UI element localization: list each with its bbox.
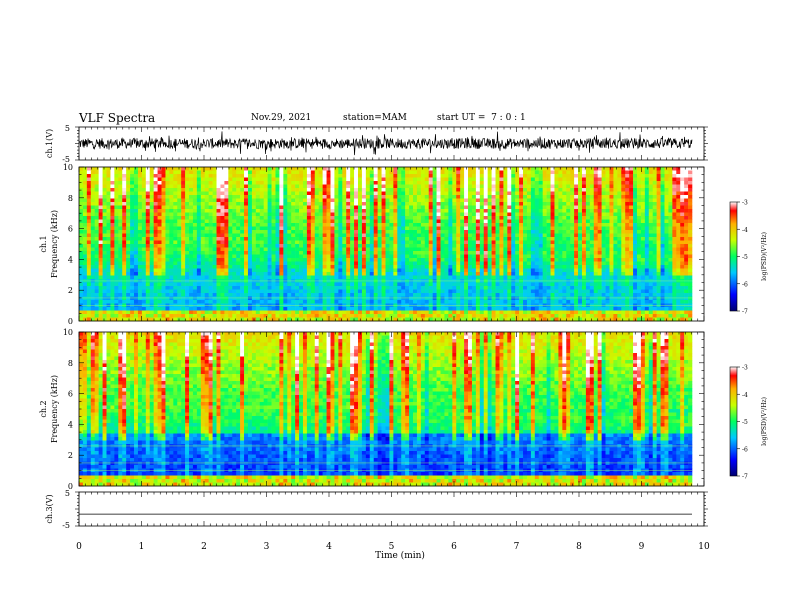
- y-tick-label: 0: [68, 317, 73, 326]
- x-tick-label: 1: [139, 542, 145, 552]
- colorbar-tick-label: -7: [742, 309, 748, 316]
- y-tick-label: 5: [65, 124, 70, 133]
- y-axis-label-channel: ch.1: [39, 235, 48, 252]
- colorbar-tick-label: -6: [742, 446, 748, 453]
- colorbar-tick-label: -3: [742, 365, 748, 372]
- x-tick-label: 7: [514, 542, 520, 552]
- station-label: station=MAM: [343, 113, 407, 123]
- ch2-spectrogram-panel: [78, 331, 705, 487]
- colorbar-tick-label: -4: [742, 227, 748, 234]
- y-tick-label: 8: [68, 359, 73, 368]
- y-tick-label: 10: [63, 163, 73, 172]
- x-tick-label: 10: [698, 542, 710, 552]
- ch1-waveform-line: [78, 131, 693, 156]
- x-axis-label: Time (min): [375, 550, 425, 561]
- x-tick-label: 6: [451, 542, 457, 552]
- y-tick-label: 5: [65, 489, 70, 498]
- y-tick-label: -5: [62, 521, 70, 530]
- colorbar-tick-label: -5: [742, 419, 748, 426]
- start-time-label: start UT = 7 : 0 : 1: [437, 113, 526, 123]
- x-tick-label: 2: [201, 542, 207, 552]
- x-tick-label: 8: [576, 542, 582, 552]
- ch1-spectrogram-panel: [78, 166, 705, 322]
- x-tick-label: 5: [389, 542, 395, 552]
- y-axis-label-frequency: Frequency (kHz): [50, 210, 59, 278]
- colorbar-tick-label: -4: [742, 392, 748, 399]
- y-tick-label: 4: [68, 255, 73, 264]
- colorbar-tick-label: -5: [742, 254, 748, 261]
- y-axis-label: ch.3(V): [45, 494, 54, 523]
- y-tick-label: 2: [68, 451, 73, 460]
- colorbar-tick-label: -7: [742, 474, 748, 481]
- y-axis-label: ch.1(V): [45, 129, 54, 158]
- ch3-waveform-panel: [78, 491, 705, 527]
- y-tick-label: 8: [68, 194, 73, 203]
- x-tick-label: 3: [264, 542, 270, 552]
- y-tick-label: 4: [68, 420, 73, 429]
- y-tick-label: 6: [68, 390, 73, 399]
- colorbar-tick-label: -3: [742, 200, 748, 207]
- y-axis-label-frequency: Frequency (kHz): [50, 375, 59, 443]
- colorbar-tick-label: -6: [742, 281, 748, 288]
- x-tick-label: 9: [639, 542, 645, 552]
- y-axis-label-channel: ch.2: [39, 400, 48, 417]
- y-tick-label: -5: [62, 155, 70, 164]
- x-tick-label: 4: [326, 542, 332, 552]
- x-tick-label: 0: [76, 542, 82, 552]
- y-tick-label: 2: [68, 286, 73, 295]
- y-tick-label: 0: [68, 482, 73, 491]
- colorbar-label: log(PSD)(V²/Hz): [761, 232, 768, 281]
- date-label: Nov.29, 2021: [251, 113, 312, 123]
- y-tick-label: 10: [63, 328, 73, 337]
- ch1-colorbar: [729, 201, 738, 312]
- colorbar-label: log(PSD)(V²/Hz): [761, 397, 768, 446]
- figure-title: VLF Spectra: [79, 111, 156, 125]
- ch2-colorbar: [729, 366, 738, 477]
- y-tick-label: 6: [68, 225, 73, 234]
